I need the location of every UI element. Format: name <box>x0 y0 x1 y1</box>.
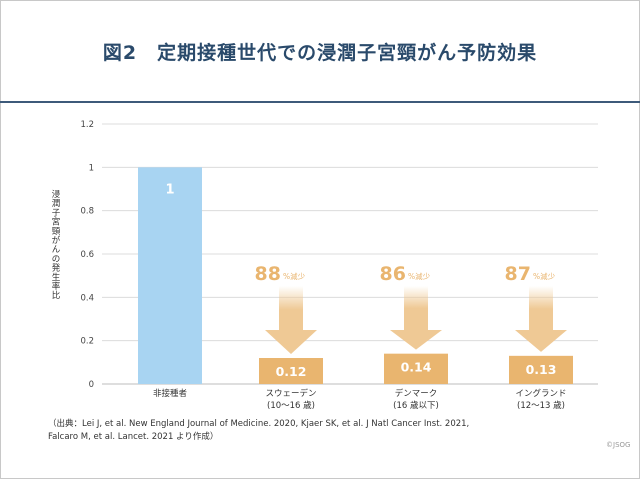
bar <box>138 167 202 384</box>
down-arrow <box>515 286 567 352</box>
source-citation: （出典：Lei J, et al. New England Journal of… <box>48 418 469 444</box>
y-tick-label: 1.2 <box>80 120 94 130</box>
y-tick-label: 0.8 <box>80 207 94 217</box>
y-axis-label-char: 浸 <box>52 190 61 200</box>
category-sublabel: (12～13 歳) <box>517 400 565 411</box>
y-axis-label-char: 生 <box>52 272 61 283</box>
category-label: イングランド <box>515 388 566 399</box>
category-sublabel: (16 歳以下) <box>393 400 439 411</box>
bar-value-label: 0.13 <box>526 362 557 377</box>
reduction-unit: %減少 <box>408 271 431 281</box>
y-axis-label-char: の <box>52 254 61 264</box>
y-axis-label-char: が <box>52 235 61 246</box>
copyright: ©JSOG <box>606 441 631 449</box>
y-tick-label: 0 <box>89 380 94 390</box>
down-arrow <box>265 286 317 354</box>
y-axis-label-char: 頸 <box>52 227 61 237</box>
bar-value-label: 0.14 <box>401 360 432 375</box>
down-arrow <box>390 286 442 350</box>
y-axis-label-char: 比 <box>52 290 61 301</box>
slide-title: 図2 定期接種世代での浸潤子宮頸がん予防効果 <box>102 42 538 64</box>
category-sublabel: (10～16 歳) <box>267 400 315 411</box>
category-label: デンマーク <box>395 388 438 399</box>
bar <box>259 358 323 384</box>
bar-value-label: 1 <box>165 182 174 197</box>
y-axis-label-char: ん <box>52 245 61 255</box>
y-axis-label-char: 発 <box>52 264 61 274</box>
bar <box>384 353 448 384</box>
bar <box>509 355 573 384</box>
source-line-1: （出典：Lei J, et al. New England Journal of… <box>48 419 470 429</box>
title-rule <box>0 101 640 103</box>
y-tick-label: 0.4 <box>80 293 94 303</box>
reduction-percent: 86 <box>380 263 406 285</box>
y-tick-label: 0.2 <box>80 337 94 347</box>
y-axis-label-char: 潤 <box>52 198 61 209</box>
y-axis-label-char: 宮 <box>52 217 61 228</box>
reduction-percent: 88 <box>255 263 281 285</box>
category-label: 非接種者 <box>153 388 188 399</box>
reduction-unit: %減少 <box>283 271 306 281</box>
y-axis-label-char: 子 <box>52 208 61 218</box>
y-tick-label: 1 <box>89 163 94 173</box>
bar-value-label: 0.12 <box>276 364 307 379</box>
source-line-2: Falcaro M, et al. Lancet. 2021 より作成） <box>48 432 219 442</box>
category-label: スウェーデン <box>265 388 316 399</box>
reduction-unit: %減少 <box>533 271 556 281</box>
reduction-percent: 87 <box>505 263 531 285</box>
y-axis-label-char: 率 <box>52 281 61 292</box>
y-tick-label: 0.6 <box>80 250 94 260</box>
